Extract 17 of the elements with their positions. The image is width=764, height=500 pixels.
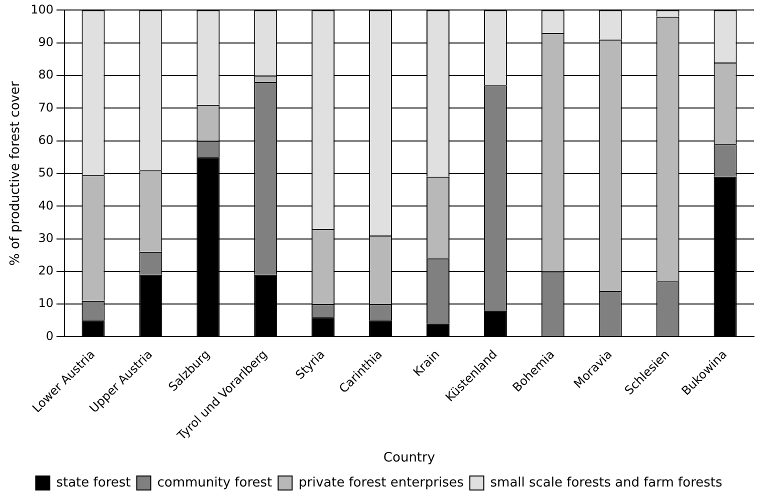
legend-label: state forest — [56, 475, 131, 490]
y-tick-label: 60 — [38, 132, 54, 147]
y-tick-label: 20 — [38, 264, 54, 278]
x-axis-title: Country — [383, 450, 436, 466]
y-tick-label: 50 — [38, 166, 54, 180]
y-tick-label: 100 — [30, 2, 54, 16]
legend-label: small scale forests and farm forests — [490, 475, 723, 490]
y-tick-label: 0 — [46, 328, 54, 343]
legend-label: private forest enterprises — [298, 475, 464, 490]
y-axis-title: % of productive forest cover — [8, 80, 24, 266]
y-tick-label: 70 — [38, 100, 54, 114]
y-tick-label: 40 — [38, 198, 54, 212]
y-tick-label: 80 — [38, 68, 54, 82]
y-tick-label: 90 — [38, 34, 54, 49]
y-tick-label: 10 — [38, 296, 54, 310]
y-tick-label: 30 — [38, 230, 54, 245]
legend-label: community forest — [157, 475, 272, 490]
